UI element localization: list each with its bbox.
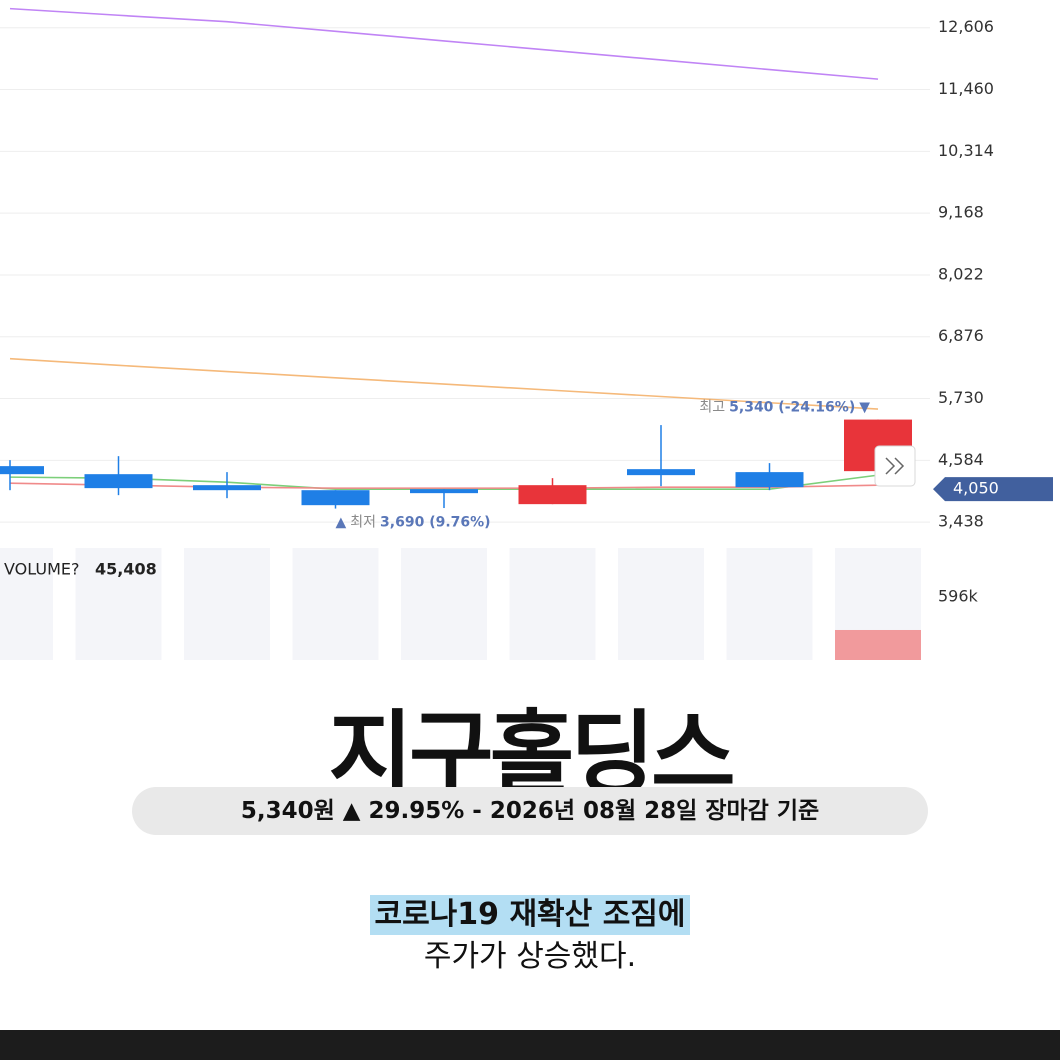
volume-column (509, 548, 596, 660)
high-annotation: 최고 5,340 (-24.16%) ▼ (699, 400, 870, 416)
volume-column (0, 548, 53, 660)
volume-column (292, 548, 379, 660)
current-price-label: 4,050 (953, 479, 999, 498)
y-tick-label: 4,584 (938, 450, 984, 469)
low-annotation: ▲ 최저 3,690 (9.76%) (336, 515, 491, 531)
y-tick-label: 6,876 (938, 326, 984, 345)
candle-body (301, 490, 370, 506)
y-tick-label: 8,022 (938, 264, 984, 283)
candle-body (0, 466, 44, 475)
annotation-part: 최저 (350, 515, 376, 531)
y-tick-label: 3,438 (938, 512, 984, 531)
volume-label: VOLUME? (4, 560, 80, 579)
volume-tick-label: 596k (938, 587, 979, 606)
annotation-part: ▲ (336, 515, 347, 531)
annotation-part: 5,340 (-24.16%) (729, 400, 855, 416)
chart: VOLUME? 45,408 3,438 4,584 5,730 6,876 8,022… (0, 7, 1053, 660)
scroll-button-icon (885, 457, 905, 475)
candle-body (84, 474, 153, 489)
annotation-part: ▼ (859, 400, 870, 416)
subtitle: 5,340원 ▲ 29.95% - 2026년 08월 28일 장마감 기준 (132, 787, 928, 835)
moving-average-line (9, 7, 879, 80)
caption-highlight-row: 코로나19 재확산 조짐에 (0, 895, 1060, 935)
annotation-part: 최고 (699, 400, 725, 416)
y-tick-label: 9,168 (938, 203, 984, 222)
candle-body (193, 485, 261, 491)
caption-highlight: 코로나19 재확산 조짐에 (370, 895, 690, 935)
volume-bar (835, 629, 921, 660)
candle-body (518, 485, 587, 505)
volume-column (618, 548, 704, 660)
y-tick-label: 5,730 (938, 388, 984, 407)
moving-average-line (9, 357, 879, 410)
y-tick-label: 10,314 (938, 141, 994, 160)
footer-bar (0, 1030, 1060, 1060)
candle-body (627, 469, 695, 476)
annotation-part: 3,690 (9.76%) (380, 515, 491, 531)
candle-body (735, 472, 804, 488)
y-tick-label: 11,460 (938, 79, 994, 98)
volume-column (184, 548, 270, 660)
caption-line: 주가가 상승했다. (423, 939, 637, 974)
current-price-marker (933, 477, 1053, 502)
volume-column (75, 548, 162, 660)
y-tick-label: 12,606 (938, 17, 994, 36)
volume-column (726, 548, 813, 660)
scroll-button[interactable] (874, 445, 916, 487)
volume-column (401, 548, 487, 660)
moving-average-line (9, 482, 879, 489)
candle-body (410, 489, 478, 494)
volume-readout: 45,408 (95, 560, 157, 579)
